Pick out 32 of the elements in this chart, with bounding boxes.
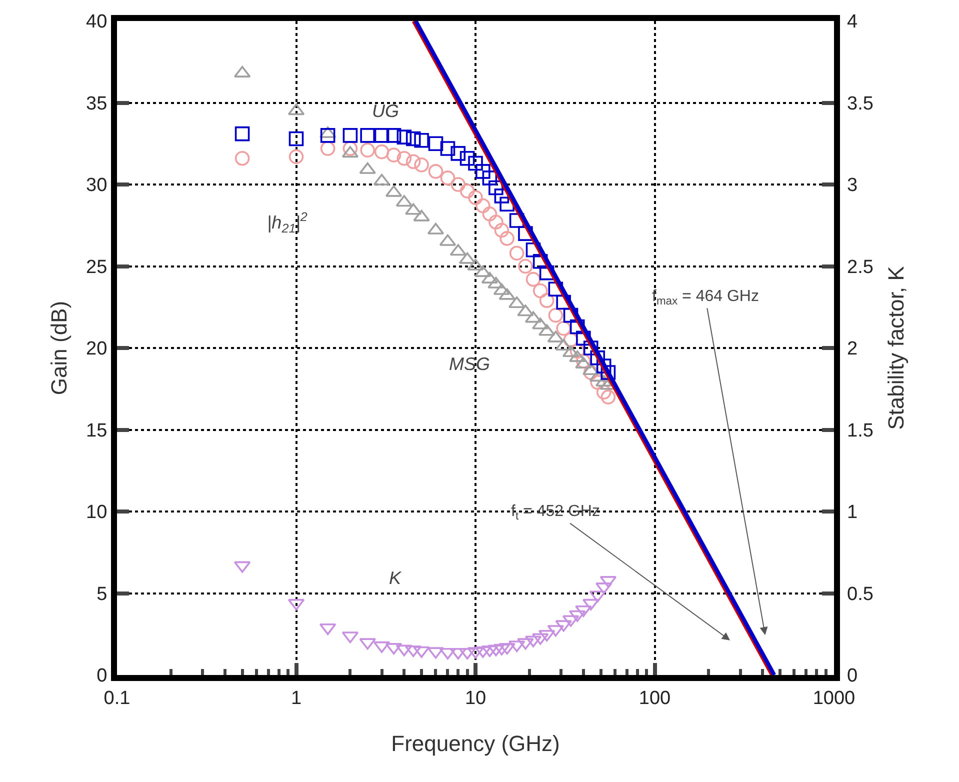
- y-tick-label: 10: [86, 502, 108, 524]
- y-tick-label: 35: [86, 93, 108, 114]
- y2-tick-label: 2.5: [847, 256, 874, 278]
- x-tick-label: 1: [290, 688, 302, 709]
- x-tick-label: 10: [464, 688, 486, 709]
- y2-tick-label: 0.5: [847, 584, 874, 605]
- y-axis-title: Gain (dB): [46, 300, 72, 396]
- annotation: |h$_{21}$|$^{2}$: [267, 210, 308, 236]
- annotation: f$_{max}$ = 464 GHz: [652, 288, 759, 308]
- y2-tick-label: 3.5: [847, 93, 874, 114]
- y2-tick-label: 3: [847, 175, 858, 196]
- y-tick-label: 40: [86, 12, 108, 33]
- y2-tick-label: 1.5: [847, 420, 874, 442]
- annotation: MSG: [449, 354, 490, 374]
- y-tick-label: 20: [86, 338, 108, 360]
- y-tick-label: 0: [96, 666, 108, 687]
- annotation: K: [389, 568, 402, 588]
- y2-tick-label: 4: [847, 12, 858, 33]
- y-tick-label: 15: [86, 420, 108, 442]
- y-tick-label: 5: [96, 584, 108, 605]
- y2-tick-label: 0: [847, 666, 858, 687]
- y2-tick-label: 1: [847, 502, 858, 524]
- annotation: UG: [372, 101, 399, 121]
- x-tick-label: 100: [638, 688, 671, 709]
- y2-tick-label: 2: [847, 338, 858, 360]
- x-axis-title: Frequency (GHz): [391, 731, 560, 756]
- y2-axis-title: Stability factor, K: [883, 266, 908, 430]
- x-tick-label: 1000: [812, 688, 856, 709]
- y-tick-label: 25: [86, 256, 108, 278]
- x-tick-label: 0.1: [104, 688, 130, 709]
- annotation: f$_{t}$ = 452 GHz: [511, 503, 600, 522]
- y-tick-label: 30: [86, 175, 108, 196]
